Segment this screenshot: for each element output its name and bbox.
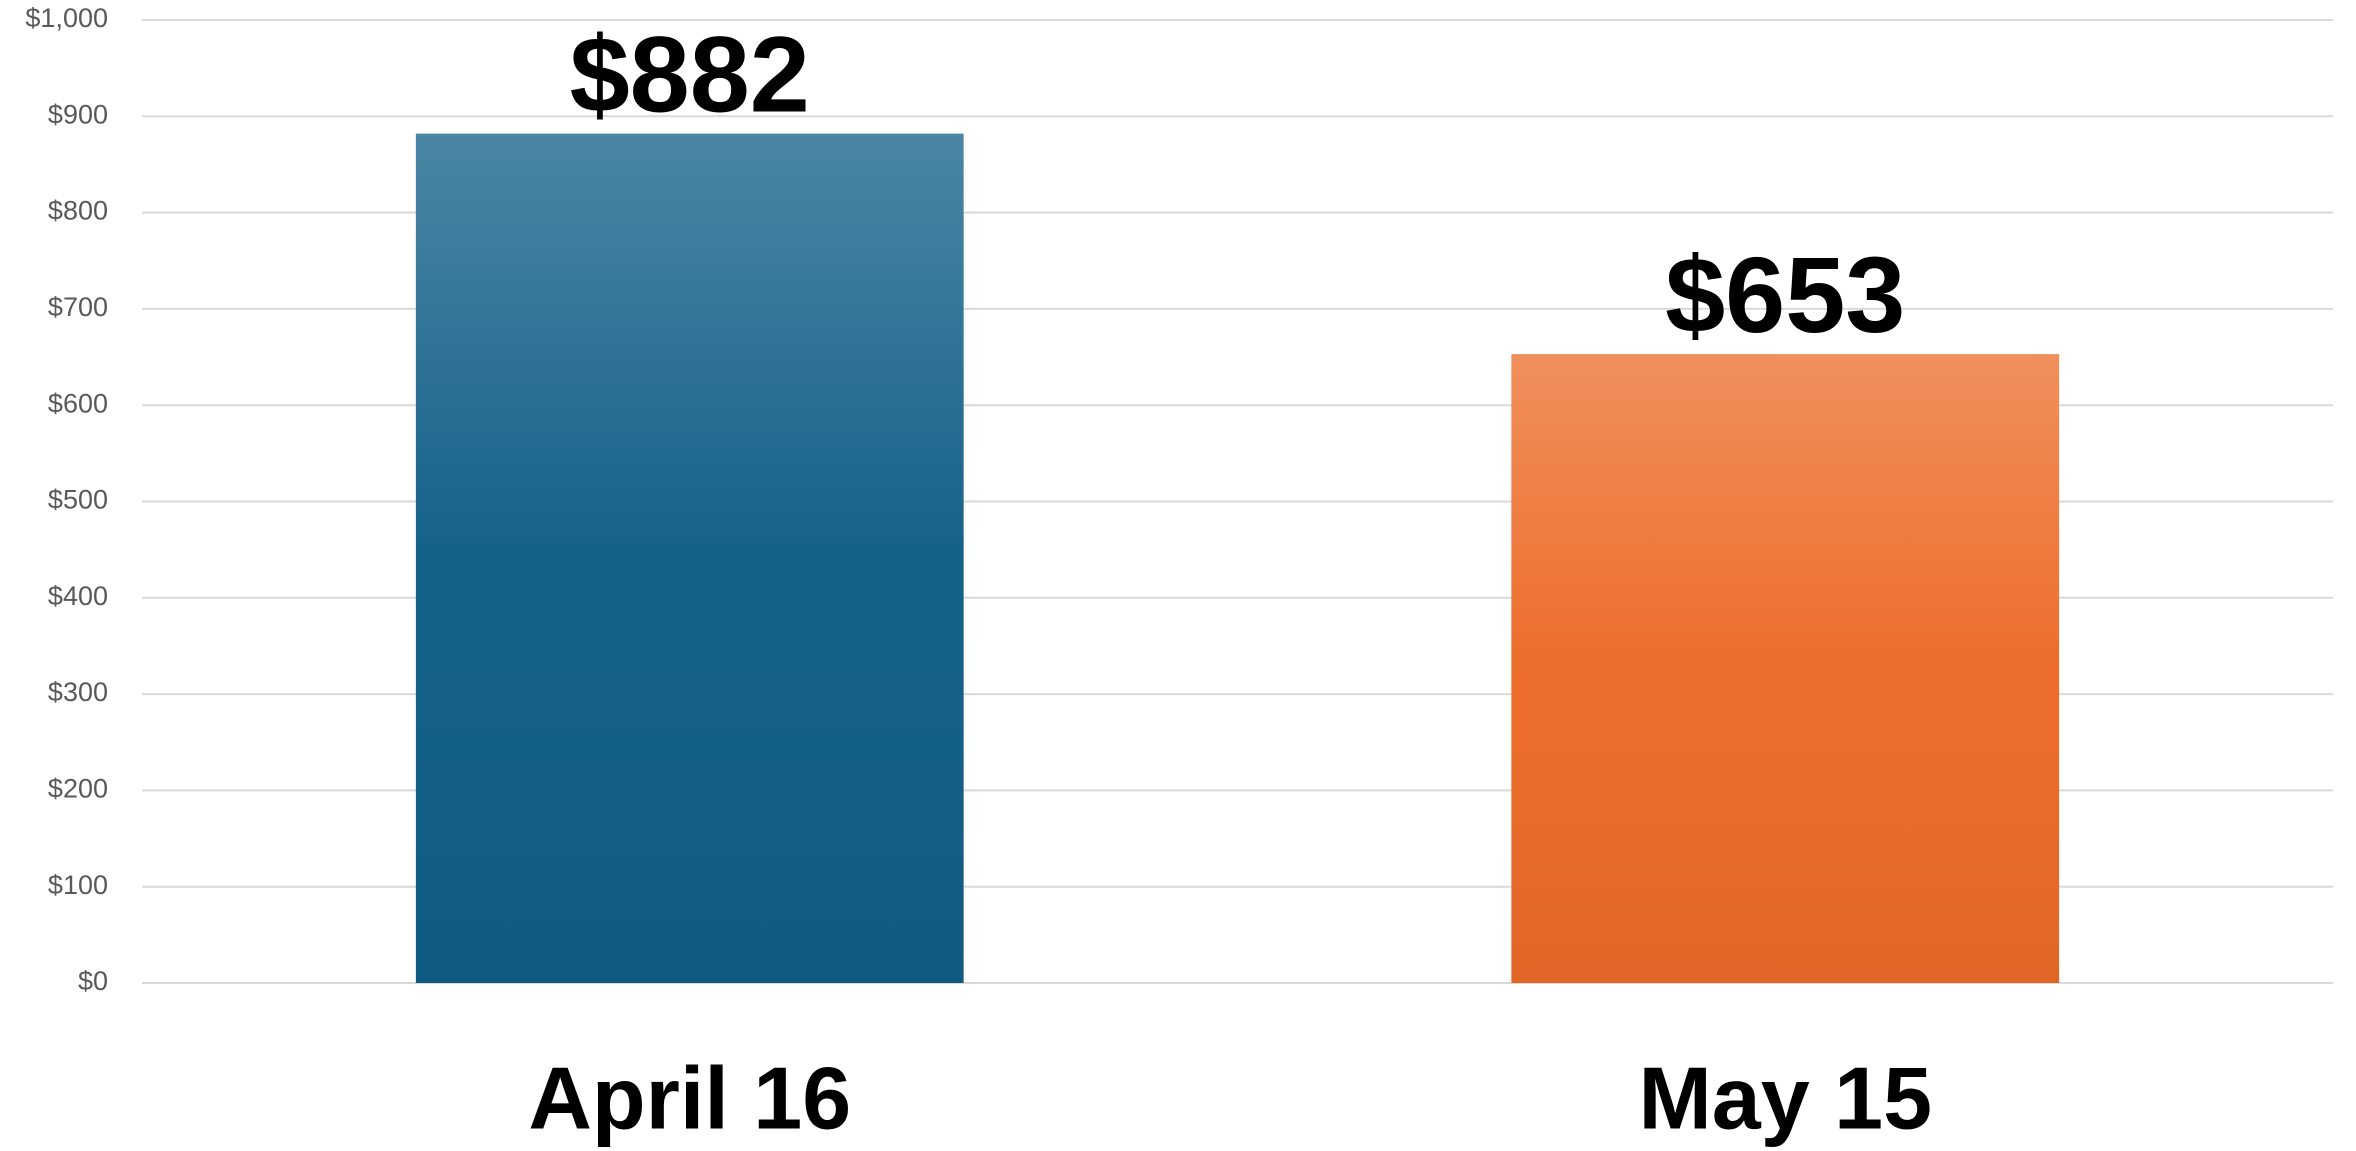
y-tick-label: $0 — [78, 966, 108, 996]
y-tick-label: $200 — [48, 774, 108, 804]
bar — [1511, 354, 2060, 983]
data-label: $653 — [1665, 234, 1905, 355]
y-tick-label: $500 — [48, 485, 108, 515]
y-tick-label: $600 — [48, 388, 108, 418]
y-tick-label: $1,000 — [25, 3, 108, 33]
data-label: $882 — [570, 14, 810, 135]
y-tick-label: $900 — [48, 99, 108, 129]
bar — [415, 133, 964, 983]
x-tick-label: April 16 — [528, 1048, 851, 1147]
y-tick-label: $400 — [48, 581, 108, 611]
x-tick-label: May 15 — [1638, 1048, 1932, 1147]
y-tick-label: $700 — [48, 292, 108, 322]
y-tick-label: $100 — [48, 870, 108, 900]
y-tick-label: $800 — [48, 196, 108, 226]
y-tick-label: $300 — [48, 677, 108, 707]
